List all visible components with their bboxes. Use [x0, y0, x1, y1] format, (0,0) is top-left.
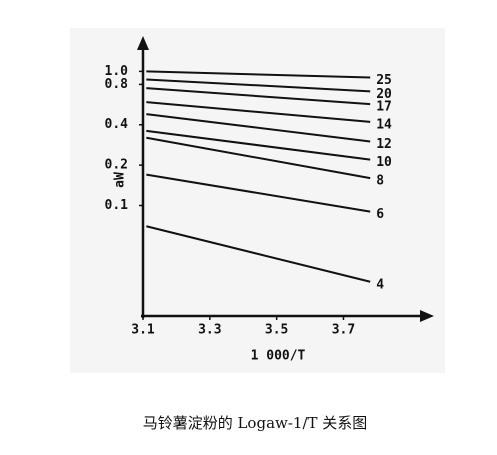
series-label: 25 — [376, 73, 392, 88]
x-tick-label: 3.1 — [131, 323, 155, 338]
y-tick-label: 0.1 — [105, 198, 129, 213]
series-line — [146, 87, 371, 106]
series-label: 17 — [376, 100, 392, 115]
series-line — [146, 173, 371, 213]
x-axis-label: 1 000/T — [251, 349, 306, 364]
y-tick-label: 0.4 — [105, 117, 129, 132]
series-line — [146, 78, 371, 93]
series-label: 4 — [376, 277, 384, 292]
x-tick-label: 3.7 — [332, 323, 355, 338]
series-line — [146, 136, 371, 180]
series-line — [146, 225, 371, 283]
series-label: 20 — [376, 87, 392, 102]
y-axis-arrow — [137, 36, 149, 50]
y-axis-label: aW — [113, 172, 128, 188]
x-tick-label: 3.3 — [198, 323, 221, 338]
series-line — [146, 129, 371, 161]
x-tick-label: 3.5 — [265, 323, 288, 338]
series-label: 14 — [376, 117, 392, 132]
y-tick-label: 1.0 — [105, 64, 129, 79]
series-label: 8 — [376, 174, 384, 189]
y-tick-label: 0.8 — [105, 77, 129, 92]
series-line — [146, 113, 371, 143]
series-label: 10 — [376, 155, 392, 170]
series-label: 12 — [376, 137, 392, 152]
series-line — [146, 70, 371, 79]
caption: 马铃薯淀粉的 Logaw-1/T 关系图 — [143, 414, 368, 432]
series-label: 6 — [376, 207, 384, 222]
y-tick-label: 0.2 — [105, 158, 128, 173]
x-axis-arrow — [420, 310, 434, 322]
series-line — [146, 101, 371, 123]
